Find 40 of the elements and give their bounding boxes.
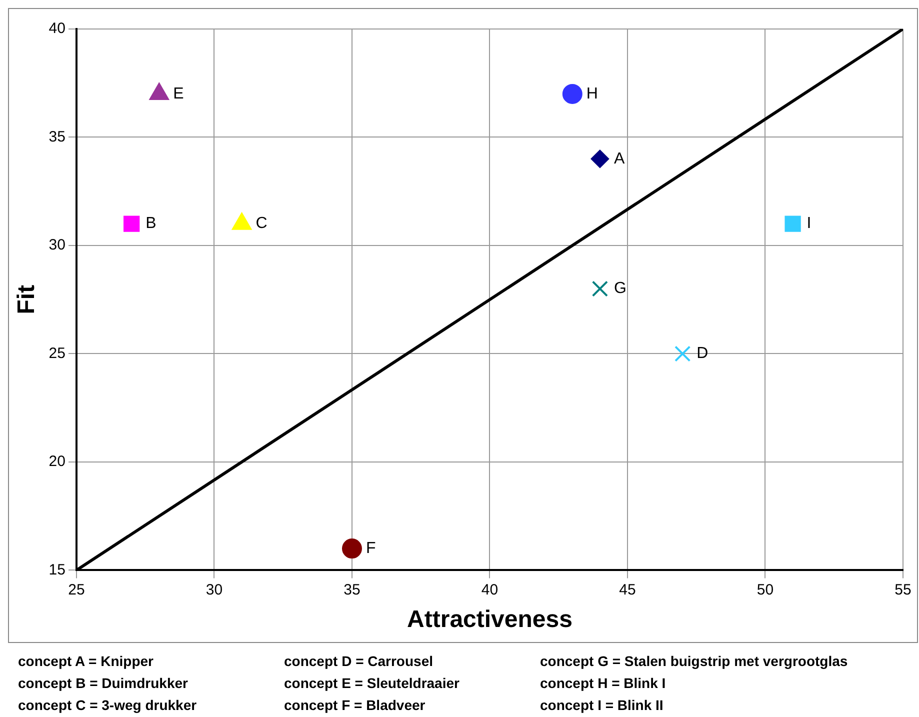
text: concept A = Knipper — [18, 652, 154, 671]
x-tick-label: 25 — [68, 581, 85, 598]
x-tick-label: 55 — [894, 581, 912, 598]
text: concept H = Blink I — [540, 674, 667, 693]
series-label: D — [696, 345, 708, 362]
point — [784, 216, 801, 232]
series-label: I — [806, 215, 812, 232]
point — [592, 280, 608, 297]
text: concept B = Duimdrukker — [18, 674, 189, 693]
x-axis-title: Attractiveness — [407, 606, 572, 634]
y-tick-label: 30 — [48, 236, 66, 254]
series-label: H — [586, 85, 598, 102]
y-tick-label: 20 — [48, 453, 66, 470]
y-tick-label: 25 — [48, 344, 66, 362]
point — [562, 84, 582, 104]
point — [674, 346, 691, 362]
point — [124, 216, 140, 232]
y-tick-label: 15 — [48, 561, 66, 578]
text: concept E = Sleuteldraaier — [284, 674, 460, 693]
x-tick-label: 45 — [619, 581, 636, 598]
point — [590, 150, 609, 168]
text: concept G = Stalen buigstrip met vergrootglas — [540, 652, 849, 671]
x-tick-label: 30 — [206, 581, 223, 598]
y-axis-title: Fit — [13, 284, 40, 314]
series-label: A — [614, 150, 625, 168]
series-label: E — [173, 85, 184, 102]
text: concept D = Carrousel — [284, 652, 434, 671]
x-tick-label: 35 — [344, 581, 360, 598]
text: concept C = 3-weg drukker — [18, 696, 198, 715]
point — [342, 538, 362, 559]
series-label: G — [614, 280, 626, 298]
series-label: F — [366, 540, 376, 557]
x-tick-label: 50 — [756, 581, 774, 598]
series-label: B — [146, 215, 156, 232]
y-tick-label: 40 — [48, 20, 66, 38]
text: concept F = Bladveer — [284, 696, 426, 715]
y-tick-label: 35 — [48, 128, 66, 146]
text: concept I = Blink II — [540, 696, 664, 715]
x-tick-label: 40 — [481, 581, 498, 598]
series-label: C — [256, 215, 268, 232]
